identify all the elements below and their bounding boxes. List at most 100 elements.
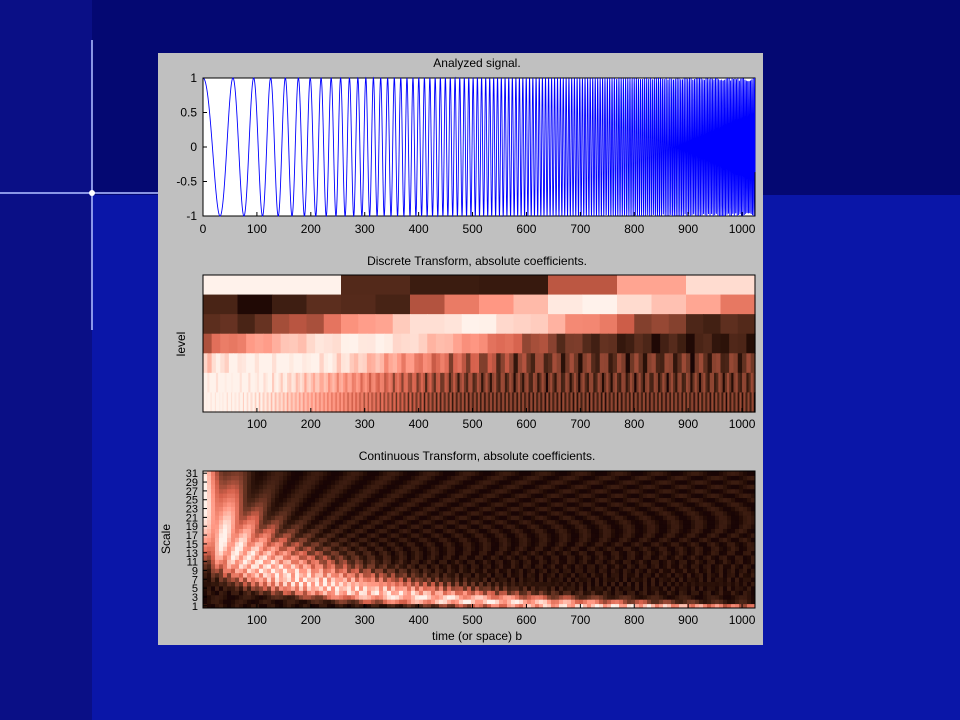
dwt-cell	[621, 392, 623, 413]
cwt-cell	[287, 554, 292, 560]
cwt-cell	[211, 497, 216, 503]
cwt-cell	[727, 577, 732, 582]
dwt-cell	[664, 392, 667, 413]
cwt-cell	[463, 537, 468, 543]
cwt-cell	[659, 572, 664, 578]
dwt-cell	[487, 353, 493, 374]
dwt-cell	[598, 392, 601, 413]
cwt-cell	[319, 550, 324, 556]
cwt-cell	[255, 554, 260, 560]
cwt-cell	[727, 484, 732, 490]
cwt-cell	[447, 528, 452, 534]
cwt-cell	[591, 563, 596, 569]
dwt-cell	[543, 353, 549, 374]
dwt-cell	[306, 333, 316, 354]
cwt-cell	[427, 541, 432, 547]
cwt-cell	[647, 546, 652, 552]
cwt-cell	[435, 519, 440, 525]
cwt-cell	[539, 537, 544, 543]
dwt-cell	[733, 392, 736, 413]
cwt-cell	[279, 559, 284, 565]
dwt-cell	[673, 353, 678, 374]
cwt-cell	[559, 541, 564, 547]
cwt-cell	[427, 510, 432, 516]
dwt-cell	[444, 333, 454, 354]
cwt-cell	[311, 568, 316, 574]
cwt-cell	[643, 559, 648, 565]
cwt-cell	[723, 537, 728, 543]
dwt-cell	[735, 392, 738, 413]
cwt-cell	[311, 497, 316, 503]
cwt-cell	[227, 546, 232, 552]
dwt-cell	[716, 353, 722, 374]
cwt-cell	[271, 590, 276, 596]
cwt-cell	[407, 577, 412, 582]
cwt-cell	[467, 501, 472, 507]
cwt-cell	[383, 546, 388, 552]
cwt-cell	[475, 497, 480, 503]
cwt-cell	[739, 568, 744, 574]
cwt-cell	[599, 599, 604, 605]
cwt-cell	[259, 532, 264, 538]
cwt-cell	[463, 563, 468, 569]
cwt-cell	[743, 515, 748, 521]
cwt-cell	[515, 524, 520, 529]
cwt-cell	[379, 501, 384, 507]
cwt-cell	[571, 599, 576, 605]
cwt-cell	[703, 541, 708, 547]
cwt-cell	[643, 599, 648, 605]
dwt-cell	[640, 392, 643, 413]
cwt-cell	[299, 484, 304, 490]
cwt-cell	[507, 510, 512, 516]
cwt-cell	[611, 519, 616, 525]
cwt-cell	[639, 501, 644, 507]
dwt-cell	[226, 372, 230, 394]
dwt-x-tick-label: 400	[409, 417, 429, 431]
cwt-cell	[591, 537, 596, 543]
cwt-cell	[431, 572, 436, 578]
cwt-cell	[307, 585, 312, 591]
dwt-cell	[334, 372, 338, 394]
cwt-cell	[291, 537, 296, 543]
cwt-cell	[315, 585, 320, 591]
dwt-cell	[602, 392, 605, 413]
dwt-cell	[688, 392, 690, 413]
cwt-cell	[399, 585, 404, 591]
cwt-cell	[555, 515, 560, 521]
cwt-cell	[607, 599, 612, 605]
cwt-cell	[339, 501, 344, 507]
dwt-cell	[374, 392, 377, 413]
cwt-cell	[299, 528, 304, 534]
cwt-cell	[443, 585, 448, 591]
cwt-cell	[547, 599, 552, 605]
cwt-cell	[471, 603, 476, 609]
cwt-cell	[299, 594, 304, 600]
cwt-cell	[751, 603, 756, 609]
dwt-cell	[278, 392, 281, 413]
cwt-cell	[371, 484, 376, 490]
cwt-cell	[275, 572, 280, 578]
cwt-cell	[319, 554, 324, 560]
cwt-cell	[331, 581, 336, 587]
cwt-cell	[235, 550, 240, 556]
cwt-cell	[375, 484, 380, 490]
cwt-cell	[535, 515, 540, 521]
dwt-cell	[269, 392, 272, 413]
cwt-cell	[655, 528, 660, 534]
dwt-cell	[312, 372, 316, 394]
dwt-heatmap-cells	[203, 275, 756, 413]
cwt-cell	[591, 532, 596, 538]
dwt-cell	[338, 392, 341, 413]
cwt-cell	[707, 590, 712, 596]
cwt-cell	[351, 541, 356, 547]
cwt-cell	[267, 546, 272, 552]
cwt-cell	[631, 559, 636, 565]
dwt-cell	[274, 372, 277, 394]
cwt-cell	[539, 497, 544, 503]
cwt-cell	[623, 484, 628, 490]
cwt-cell	[631, 568, 636, 574]
cwt-cell	[355, 528, 360, 534]
cwt-cell	[311, 493, 316, 499]
cwt-cell	[471, 546, 476, 552]
cwt-cell	[599, 493, 604, 499]
